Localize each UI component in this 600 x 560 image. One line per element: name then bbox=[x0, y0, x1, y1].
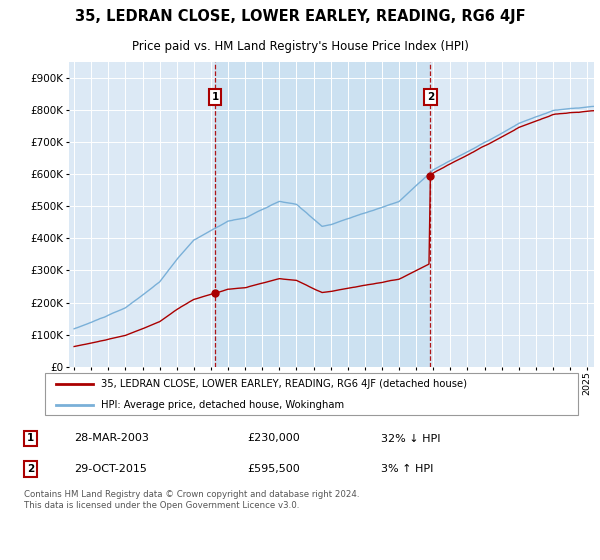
Text: 2: 2 bbox=[427, 92, 434, 102]
Text: Price paid vs. HM Land Registry's House Price Index (HPI): Price paid vs. HM Land Registry's House … bbox=[131, 40, 469, 53]
Text: 32% ↓ HPI: 32% ↓ HPI bbox=[381, 433, 440, 444]
Text: £595,500: £595,500 bbox=[247, 464, 300, 474]
Text: 29-OCT-2015: 29-OCT-2015 bbox=[74, 464, 147, 474]
FancyBboxPatch shape bbox=[45, 373, 578, 416]
Text: 35, LEDRAN CLOSE, LOWER EARLEY, READING, RG6 4JF: 35, LEDRAN CLOSE, LOWER EARLEY, READING,… bbox=[74, 9, 526, 24]
Bar bbox=[215, 62, 430, 367]
Text: 1: 1 bbox=[211, 92, 218, 102]
Text: 3% ↑ HPI: 3% ↑ HPI bbox=[381, 464, 433, 474]
Text: 28-MAR-2003: 28-MAR-2003 bbox=[74, 433, 149, 444]
Text: 2: 2 bbox=[27, 464, 34, 474]
Text: 1: 1 bbox=[27, 433, 34, 444]
Text: 35, LEDRAN CLOSE, LOWER EARLEY, READING, RG6 4JF (detached house): 35, LEDRAN CLOSE, LOWER EARLEY, READING,… bbox=[101, 379, 467, 389]
Text: Contains HM Land Registry data © Crown copyright and database right 2024.
This d: Contains HM Land Registry data © Crown c… bbox=[24, 490, 359, 510]
Text: HPI: Average price, detached house, Wokingham: HPI: Average price, detached house, Woki… bbox=[101, 400, 344, 410]
Text: £230,000: £230,000 bbox=[247, 433, 300, 444]
